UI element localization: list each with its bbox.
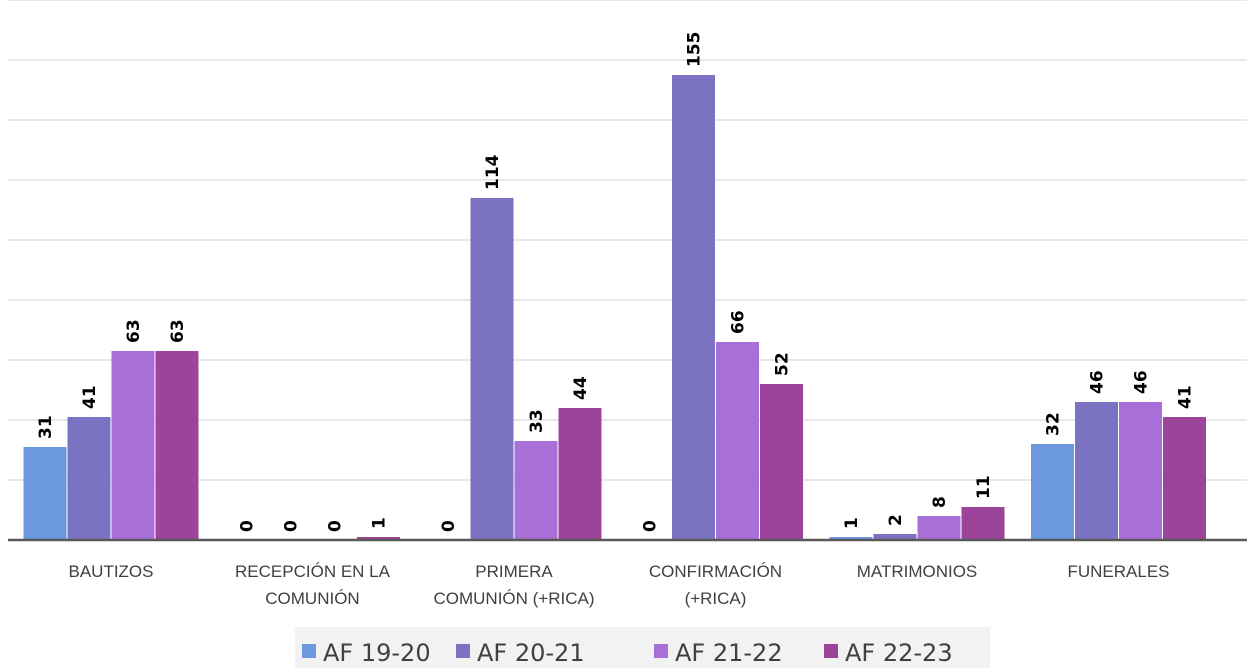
legend-swatch xyxy=(824,644,838,658)
legend-label: AF 20-21 xyxy=(477,639,585,667)
legend: AF 19-20 AF 20-21 AF 21-22 AF 22-23 xyxy=(295,627,990,668)
category-label: PRIMERA xyxy=(475,562,553,581)
data-label: 46 xyxy=(1132,370,1152,394)
data-label: 66 xyxy=(729,310,749,334)
data-label: 33 xyxy=(527,409,547,433)
legend-label: AF 19-20 xyxy=(323,639,431,667)
value-labels: 31 41 63 63 0 0 0 1 0 114 33 44 0 155 66 52 1 2 8 11 32 46 46 4… xyxy=(36,32,1196,533)
legend-label: AF 22-23 xyxy=(845,639,953,667)
data-label: 1 xyxy=(370,517,390,529)
data-label: 0 xyxy=(238,520,258,532)
data-label: 0 xyxy=(439,520,459,532)
data-label: 114 xyxy=(483,154,503,190)
bar xyxy=(672,75,715,540)
category-label: BAUTIZOS xyxy=(68,562,153,581)
data-label: 8 xyxy=(930,496,950,508)
bar xyxy=(873,534,917,540)
bar xyxy=(716,342,759,540)
bar xyxy=(357,537,400,540)
data-label: 0 xyxy=(641,520,661,532)
category-label: RECEPCIÓN EN LA xyxy=(235,562,391,581)
data-label: 31 xyxy=(36,415,56,439)
category-label: COMUNIÓN xyxy=(265,589,359,608)
bar xyxy=(514,441,558,540)
data-label: 46 xyxy=(1088,370,1108,394)
category-label: FUNERALES xyxy=(1067,562,1169,581)
bar xyxy=(1031,444,1074,540)
bar xyxy=(1075,402,1118,540)
legend-swatch xyxy=(654,644,668,658)
data-label: 2 xyxy=(886,514,906,526)
bar xyxy=(111,351,155,540)
data-label: 44 xyxy=(571,376,591,400)
category-label: (+RICA) xyxy=(685,589,747,608)
category-label: CONFIRMACIÓN xyxy=(649,562,782,581)
bar xyxy=(917,516,961,540)
bar xyxy=(558,408,602,540)
data-label: 63 xyxy=(124,319,144,343)
legend-background xyxy=(295,627,990,668)
bar xyxy=(760,384,803,540)
bar xyxy=(155,351,199,540)
data-label: 0 xyxy=(326,520,346,532)
data-label: 32 xyxy=(1044,412,1064,436)
legend-swatch xyxy=(302,644,316,658)
gridlines xyxy=(8,0,1247,481)
data-label: 63 xyxy=(168,319,188,343)
bar xyxy=(67,417,111,540)
bar xyxy=(961,507,1005,540)
data-label: 41 xyxy=(80,385,100,409)
legend-label: AF 21-22 xyxy=(675,639,783,667)
bar xyxy=(1119,402,1162,540)
category-label: COMUNIÓN (+RICA) xyxy=(433,589,594,608)
bar xyxy=(1163,417,1206,540)
data-label: 155 xyxy=(685,32,705,68)
data-label: 0 xyxy=(282,520,302,532)
data-label: 11 xyxy=(974,475,994,499)
bars xyxy=(8,75,1247,542)
bar xyxy=(23,447,67,540)
category-label: MATRIMONIOS xyxy=(857,562,978,581)
bar xyxy=(470,198,514,540)
data-label: 52 xyxy=(773,352,793,376)
bar xyxy=(829,537,873,540)
data-label: 41 xyxy=(1176,385,1196,409)
category-labels: BAUTIZOS RECEPCIÓN EN LA COMUNIÓN PRIMERA CO… xyxy=(68,562,1169,608)
data-label: 1 xyxy=(842,517,862,529)
legend-swatch xyxy=(456,644,470,658)
